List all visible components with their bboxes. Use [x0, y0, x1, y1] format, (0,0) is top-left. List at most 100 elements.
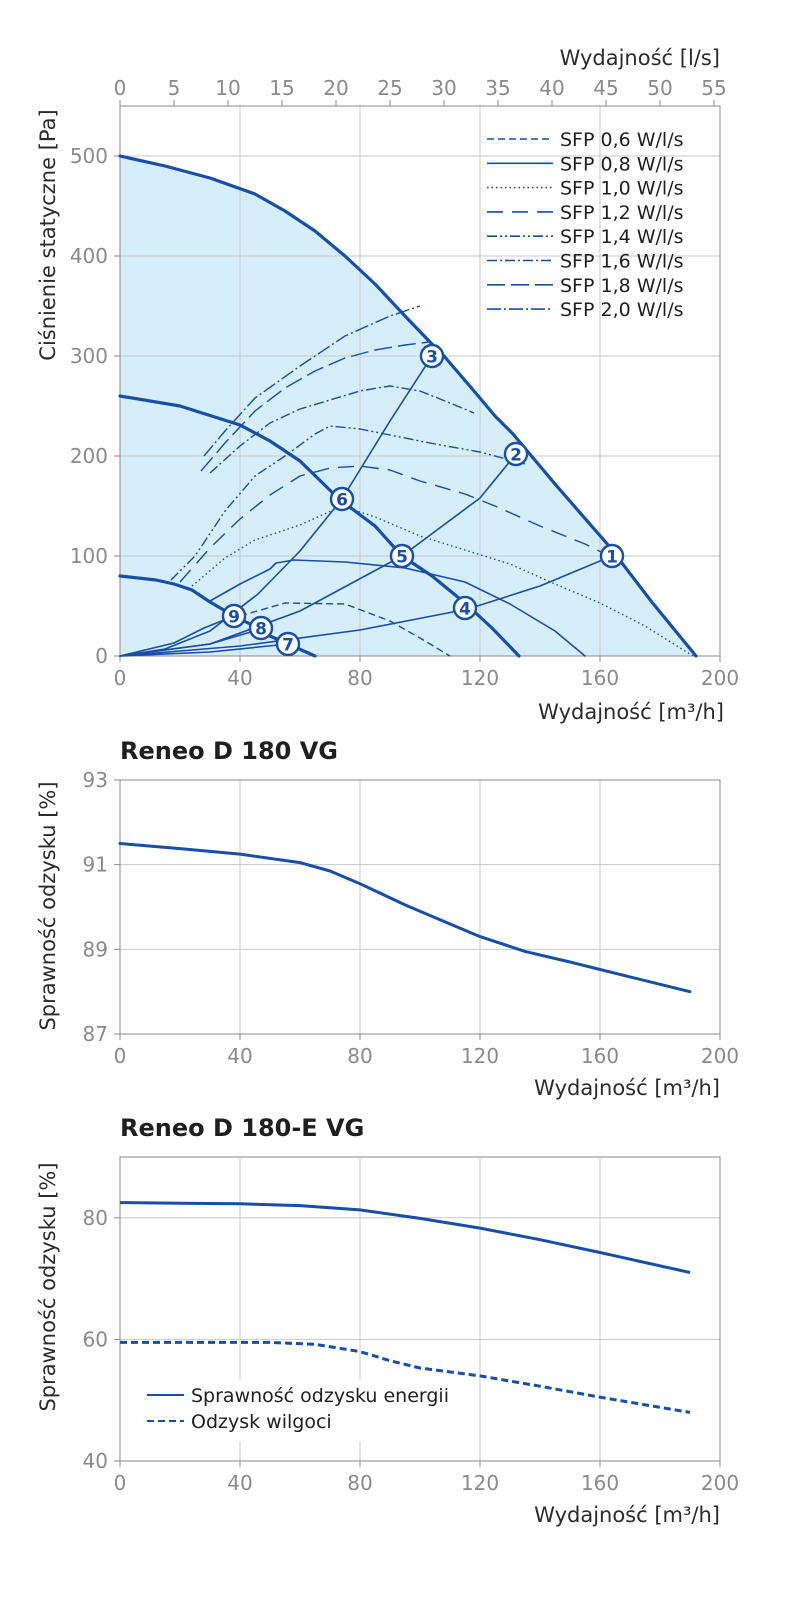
efficiency-vg-plot-frame — [119, 779, 721, 1035]
efficiency-e-vg-y-tick-label: 80 — [83, 1206, 108, 1230]
legend-label: Sprawność odzysku energii — [191, 1385, 449, 1407]
efficiency-vg-x-tick-label: 40 — [227, 1044, 252, 1068]
top-x-tick-label: 20 — [323, 76, 348, 100]
legend-label: SFP 1,2 W/l/s — [560, 202, 684, 224]
energy-recovery-line — [119, 1201, 691, 1274]
operating-point-label: 9 — [228, 608, 240, 628]
efficiency-e-vg-plot-frame — [119, 1156, 721, 1462]
pressure-plot-frame — [119, 105, 721, 657]
top-x-tick-label: 55 — [701, 76, 726, 100]
operating-point-marker — [221, 603, 247, 629]
pressure-x-tick-label: 120 — [461, 666, 499, 690]
top-x-tick-label: 40 — [539, 76, 564, 100]
efficiency-chart-title-e-vg: Reneo D 180-E VG — [120, 1114, 364, 1142]
efficiency-vg-x-tick-label: 0 — [114, 1044, 127, 1068]
max-curve-line — [118, 154, 698, 658]
sfp-line-17 — [200, 341, 430, 472]
efficiency-e-vg-x-axis-title: Wydajność [m³/h] — [534, 1503, 720, 1527]
efficiency-e-vg-x-tick-label: 160 — [581, 1471, 619, 1495]
efficiency-vg-y-tick-label: 89 — [83, 937, 108, 961]
top-x-tick-label: 10 — [215, 76, 240, 100]
mid-speed-curve-line — [209, 559, 586, 657]
operating-point-label: 8 — [255, 620, 267, 640]
pressure-y-tick-label: 400 — [70, 244, 108, 268]
top-x-tick-label: 50 — [647, 76, 672, 100]
efficiency-vg-y-axis-title: Sprawność odzysku [%] — [36, 781, 60, 1030]
top-x-tick-label: 15 — [269, 76, 294, 100]
legend-background — [140, 1380, 452, 1442]
efficiency-chart-vg: 0 40 80 120 160 200 87 89 91 93 — [83, 768, 740, 1068]
legend-label: SFP 2,0 W/l/s — [560, 299, 684, 321]
top-x-tick-label: 5 — [168, 76, 181, 100]
operating-point-label: 6 — [336, 491, 348, 511]
top-x-tick-label: 35 — [485, 76, 510, 100]
operating-point-marker — [419, 343, 445, 369]
efficiency-vg-x-axis-title: Wydajność [m³/h] — [534, 1076, 720, 1100]
efficiency-vg-x-tick-label: 80 — [347, 1044, 372, 1068]
pressure-x-tick-label: 0 — [114, 666, 127, 690]
efficiency-e-vg-x-tick-label: 120 — [461, 1471, 499, 1495]
efficiency-vg-x-tick-label: 200 — [701, 1044, 739, 1068]
pressure-y-tick-label: 200 — [70, 444, 108, 468]
efficiency-e-vg-x-tick-label: 80 — [347, 1471, 372, 1495]
legend-label: SFP 1,8 W/l/s — [560, 275, 684, 297]
moisture-recovery-line — [120, 1340, 691, 1414]
sfp-line-15 — [170, 425, 526, 581]
operating-point-marker — [503, 441, 529, 467]
operating-point-label: 7 — [282, 636, 294, 656]
operating-point-label: 4 — [459, 600, 471, 620]
legend-label: SFP 0,8 W/l/s — [560, 153, 684, 175]
efficiency-e-vg-y-axis-title: Sprawność odzysku [%] — [36, 1162, 60, 1411]
operating-point-label: 1 — [606, 548, 618, 568]
operating-point-marker — [389, 543, 415, 569]
system-1-line — [119, 555, 613, 657]
pressure-x-tick-label: 160 — [581, 666, 619, 690]
pressure-y-tick-label: 500 — [70, 144, 108, 168]
sfp-line-14 — [179, 465, 610, 583]
legend-label: SFP 0,6 W/l/s — [560, 129, 684, 151]
operating-point-marker — [599, 543, 625, 569]
efficiency-e-vg-x-tick-label: 0 — [114, 1471, 127, 1495]
legend-label: SFP 1,0 W/l/s — [560, 178, 684, 200]
sfp-line-11 — [239, 602, 451, 657]
efficiency-e-vg-x-tick-label: 40 — [227, 1471, 252, 1495]
legend-label: Odzysk wilgoci — [191, 1411, 332, 1433]
operating-point-marker — [275, 631, 301, 657]
efficiency-vg-y-tick-label: 91 — [83, 853, 108, 877]
sfp-line-16 — [209, 385, 475, 474]
top-x-tick-label: 30 — [431, 76, 456, 100]
efficiency-vg-y-tick-label: 87 — [83, 1022, 108, 1046]
efficiency-vg-line — [118, 842, 692, 994]
pressure-x-tick-label: 40 — [227, 666, 252, 690]
top-x-tick-label: 45 — [593, 76, 618, 100]
legend-label: SFP 1,6 W/l/s — [560, 251, 684, 273]
efficiency-vg-y-tick-label: 93 — [83, 768, 108, 792]
sfp-line-18 — [203, 305, 421, 457]
top-x-tick-label: 0 — [114, 76, 127, 100]
pressure-y-tick-label: 300 — [70, 344, 108, 368]
efficiency-vg-x-tick-label: 120 — [461, 1044, 499, 1068]
min-curve-line — [118, 574, 317, 658]
pressure-x-axis-title: Wydajność [m³/h] — [538, 700, 724, 724]
efficiency-vg-x-tick-label: 160 — [581, 1044, 619, 1068]
efficiency-e-vg-y-tick-label: 60 — [83, 1327, 108, 1351]
pressure-y-tick-label: 0 — [95, 644, 108, 668]
operating-point-marker — [452, 595, 478, 621]
operating-point-label: 3 — [426, 348, 438, 368]
pressure-y-axis-title: Ciśnienie statyczne [Pa] — [36, 109, 60, 360]
pressure-x-tick-label: 80 — [347, 666, 372, 690]
operating-point-label: 2 — [510, 446, 522, 466]
efficiency-e-vg-x-tick-label: 200 — [701, 1471, 739, 1495]
pressure-x-tick-label: 200 — [701, 666, 739, 690]
system-7-line — [119, 643, 289, 657]
operating-point-marker — [248, 615, 274, 641]
top-x-tick-label: 25 — [377, 76, 402, 100]
operating-point-marker — [329, 486, 355, 512]
system-8-line — [119, 627, 265, 657]
pressure-y-tick-label: 100 — [70, 544, 108, 568]
efficiency-chart-title-vg: Reneo D 180 VG — [120, 737, 338, 765]
legend-label: SFP 1,4 W/l/s — [560, 226, 684, 248]
